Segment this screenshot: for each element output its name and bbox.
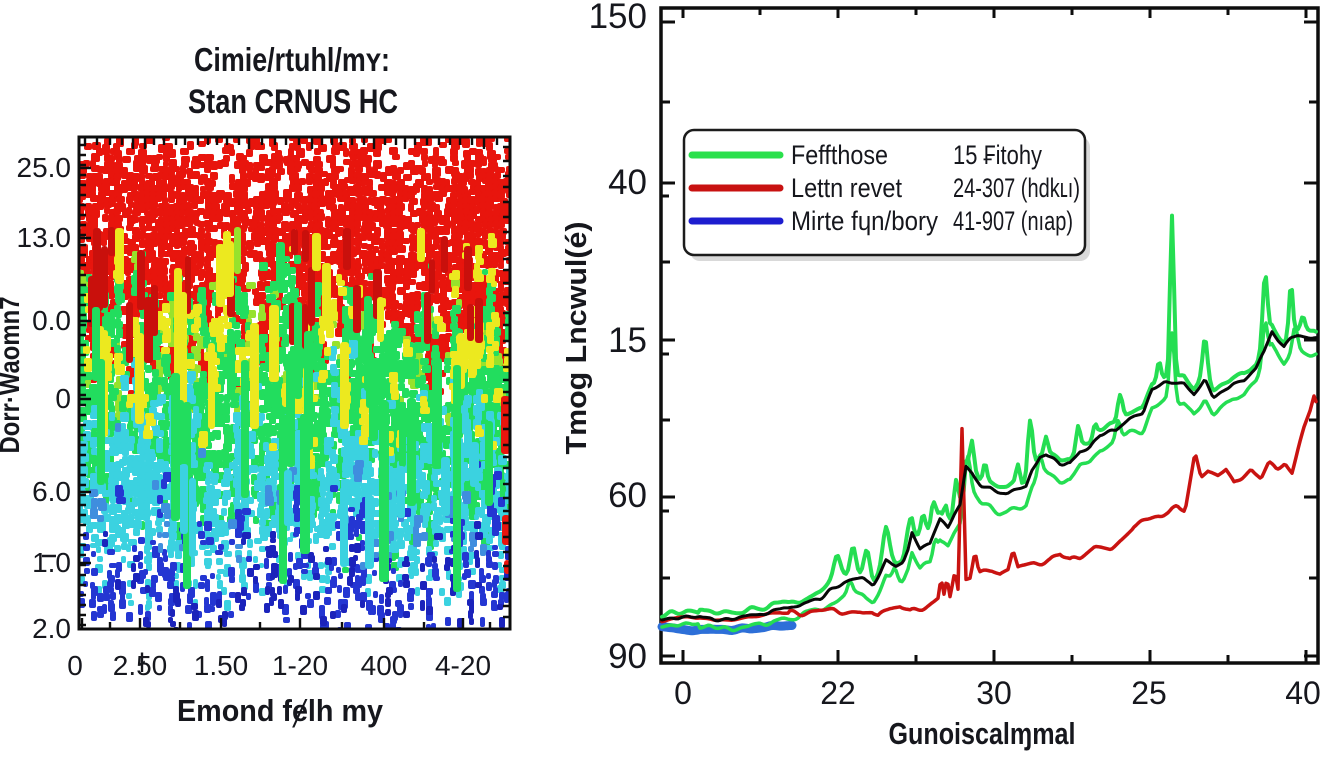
svg-text:Gunoiscalɱmal: Gunoiscalɱmal (889, 716, 1076, 751)
svg-text:13.0: 13.0 (17, 222, 72, 253)
svg-text:0.0: 0.0 (32, 305, 71, 336)
svg-text:1.50: 1.50 (194, 650, 249, 681)
svg-text:Stan CRNUS HC: Stan CRNUS HC (188, 83, 398, 121)
svg-text:Dorr·Waomn7: Dorr·Waomn7 (0, 297, 25, 454)
svg-text:0: 0 (67, 650, 83, 681)
svg-text:90: 90 (608, 637, 647, 676)
svg-text:41-907 (nıap): 41-907 (nıap) (953, 206, 1073, 236)
svg-text:Cimie/rtuhl/mʏ:: Cimie/rtuhl/mʏ: (194, 41, 390, 78)
svg-text:1.0: 1.0 (32, 547, 71, 578)
svg-text:Feffthose: Feffthose (791, 140, 888, 170)
svg-text:0: 0 (55, 383, 71, 414)
svg-text:Lettn revet: Lettn revet (791, 173, 902, 203)
svg-text:0: 0 (674, 675, 692, 711)
svg-text:400: 400 (361, 650, 408, 681)
svg-text:60: 60 (608, 476, 647, 515)
svg-text:2.0: 2.0 (32, 613, 71, 644)
svg-text:ł: ł (139, 648, 145, 678)
svg-text:150: 150 (589, 0, 647, 36)
svg-text:15: 15 (608, 321, 647, 360)
svg-text:Emond fɇlh my: Emond fɇlh my (177, 693, 384, 728)
svg-text:6.0: 6.0 (32, 476, 71, 507)
svg-text:25.0: 25.0 (17, 152, 72, 183)
svg-text:25: 25 (1131, 675, 1167, 711)
svg-text:1-20: 1-20 (272, 650, 328, 681)
svg-text:24-307 (hdkʟı): 24-307 (hdkʟı) (953, 173, 1080, 203)
svg-text:Tmog Lncwul(é): Tmog Lncwul(é) (561, 222, 593, 455)
svg-text:30: 30 (976, 675, 1012, 711)
svg-text:22: 22 (820, 675, 856, 711)
svg-text:2.50: 2.50 (113, 650, 168, 681)
svg-text:40: 40 (1285, 675, 1321, 711)
svg-text:Mirte fɥn/bory: Mirte fɥn/bory (791, 206, 938, 236)
svg-text:40: 40 (608, 163, 647, 202)
svg-text:15 ₣itohy: 15 ₣itohy (953, 140, 1042, 170)
svg-text:4-20: 4-20 (435, 650, 491, 681)
